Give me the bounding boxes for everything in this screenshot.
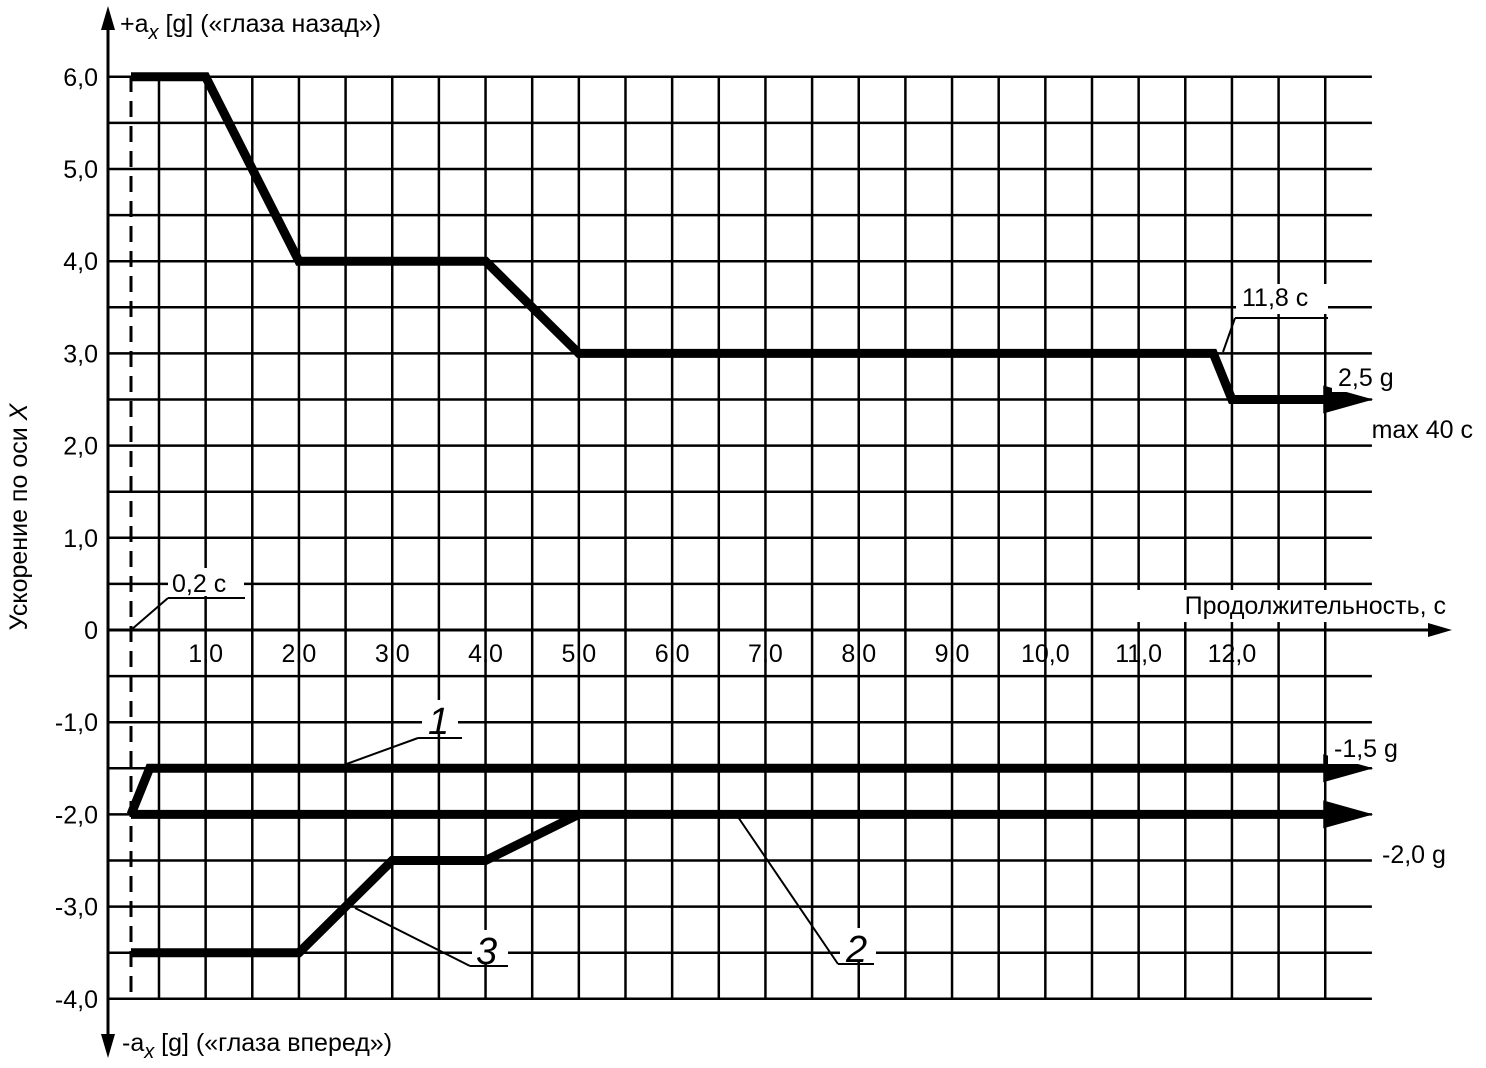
callout-1: 1 — [329, 700, 462, 771]
y-tick-label: 6,0 — [63, 64, 98, 92]
x-axis-title: Продолжительность, с — [1185, 592, 1446, 620]
x-axis-title-bg — [1118, 590, 1450, 622]
label-t02: 0,2 с — [172, 570, 226, 598]
x-axis-arrow — [1428, 623, 1452, 637]
x-tick-label: 6,0 — [655, 640, 690, 668]
y-tick-label: 5,0 — [63, 156, 98, 184]
y-tick-label: -4,0 — [55, 986, 98, 1014]
label-t118: 11,8 с — [1242, 284, 1308, 312]
label-minus-2-0g: -2,0 g — [1382, 841, 1446, 869]
y-axis-title: Ускорение по оси X — [5, 402, 33, 630]
callout-3-label: 3 — [476, 931, 497, 973]
y-tick-label: 0 — [84, 617, 98, 645]
annotation-t118: 11,8 с — [1222, 284, 1328, 353]
callout-3: 3 — [354, 907, 508, 973]
y-tick-label: -2,0 — [55, 801, 98, 829]
x-tick-label: 2,0 — [282, 640, 317, 668]
x-tick-label: 8,0 — [841, 640, 876, 668]
x-tick-label: 1,0 — [188, 640, 223, 668]
y-negative-label: -ax [g] («глаза вперед») — [122, 1029, 392, 1063]
annotation-t02: 0,2 с — [130, 568, 245, 631]
series-arrow-upper — [1323, 385, 1374, 414]
x-tick-label: 3,0 — [375, 640, 410, 668]
series-lines — [126, 72, 1374, 958]
x-tick-label: 11,0 — [1115, 640, 1162, 668]
label-2-5g: 2,5 g — [1338, 364, 1394, 392]
annotation-2-0g: -2,0 g — [1378, 840, 1464, 870]
y-tick-label: 2,0 — [63, 433, 98, 461]
annotation-max40: max 40 с — [1344, 414, 1476, 444]
y-axis-arrow-up — [101, 6, 115, 30]
series-line-1 — [126, 763, 1326, 817]
annotation-2-5g: 2,5 g — [1332, 362, 1412, 392]
y-tick-label: 1,0 — [63, 525, 98, 553]
callout-2: 2 — [737, 816, 876, 971]
y-tick-label: 4,0 — [63, 248, 98, 276]
x-tick-label: 9,0 — [935, 640, 970, 668]
label-minus-1-5g: -1,5 g — [1334, 735, 1398, 763]
y-positive-label: +ax [g] («глаза назад») — [120, 10, 381, 44]
callout-2-label: 2 — [845, 929, 867, 971]
series-arrow-2 — [1323, 800, 1374, 829]
y-tick-label: 3,0 — [63, 340, 98, 368]
y-tick-label: -3,0 — [55, 894, 98, 922]
grid — [108, 75, 1372, 1001]
x-tick-label: 5,0 — [561, 640, 596, 668]
tick-labels: 6,0 5,0 4,0 3,0 2,0 1,0 0 -1,0 -2,0 -3,0 -4,0 1,0 2,… — [55, 64, 1256, 1014]
series-line-upper — [131, 72, 1326, 404]
x-tick-label: 10,0 — [1021, 640, 1070, 668]
annotation-1-5g: -1,5 g — [1328, 734, 1418, 764]
series-line-3 — [131, 810, 581, 958]
y-tick-label: -1,0 — [55, 709, 98, 737]
x-tick-label: 4,0 — [468, 640, 503, 668]
y-axis-arrow-down — [101, 1034, 115, 1058]
x-tick-label: 7,0 — [748, 640, 783, 668]
callout-1-label: 1 — [428, 701, 449, 743]
x-tick-label: 12,0 — [1208, 640, 1257, 668]
label-max40: max 40 с — [1372, 416, 1473, 444]
